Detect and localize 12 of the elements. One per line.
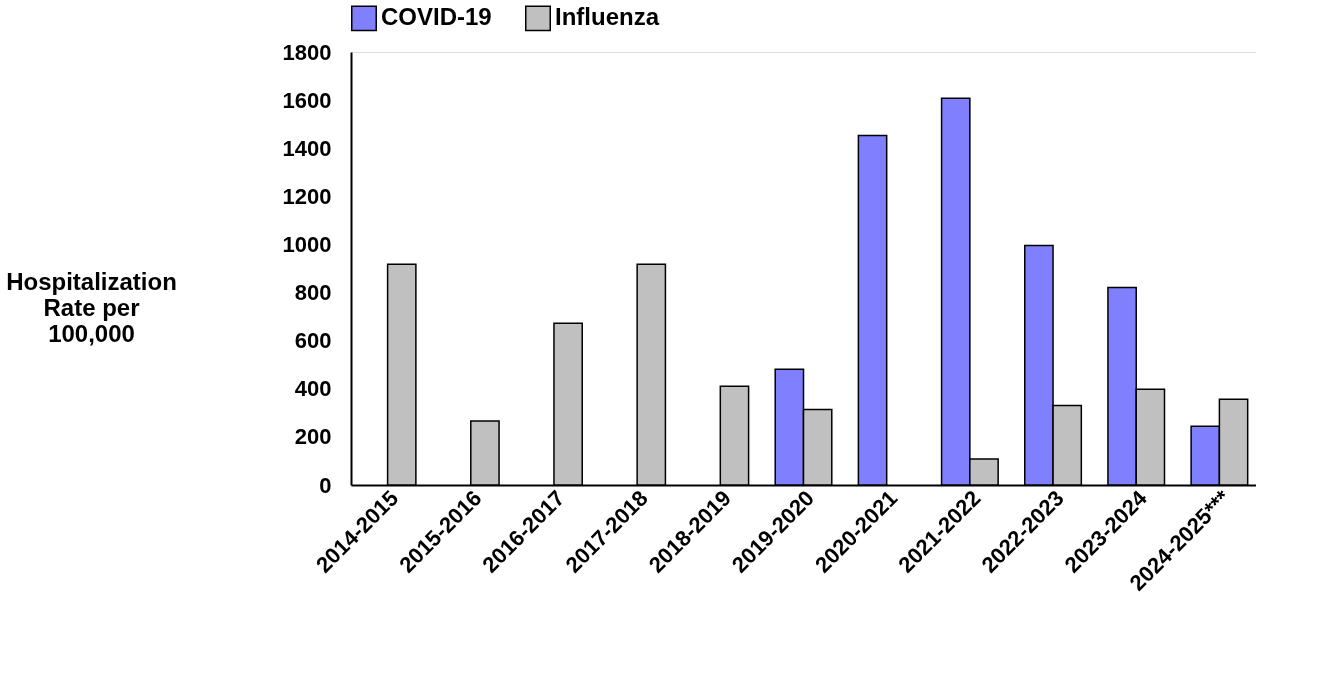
y-axis-title: Hospitalization Rate per 100,000 [6, 267, 177, 347]
y-tick-label: 200 [294, 424, 332, 450]
y-tick-label: 1600 [282, 87, 332, 113]
y-tick-label: 800 [294, 280, 332, 306]
y-tick-label: 1400 [282, 135, 332, 161]
legend-label: Influenza [555, 3, 660, 31]
legend-label: COVID-19 [381, 3, 492, 31]
y-tick-label: 600 [294, 328, 332, 354]
y-tick-label: 1800 [282, 39, 332, 65]
y-tick-label: 1000 [282, 231, 332, 257]
y-tick-label: 1200 [282, 183, 332, 209]
y-tick-label: 400 [294, 376, 332, 402]
